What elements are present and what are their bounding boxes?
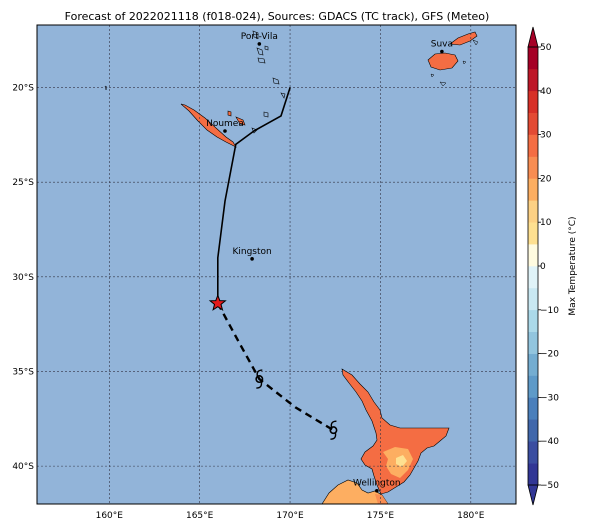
lat-tick-label: 20°S: [12, 83, 34, 93]
colorbar-label: Max Temperature (°C): [568, 216, 578, 315]
colorbar-band: [528, 441, 538, 464]
colorbar-tick-label: 40: [540, 87, 552, 97]
lon-tick-label: 180°E: [457, 511, 485, 521]
city-label: Port-Vila: [241, 32, 278, 42]
colorbar-tick-label: −10: [540, 306, 559, 316]
lat-tick-label: 35°S: [12, 367, 34, 377]
vanuatu-dot: [104, 85, 108, 91]
colorbar-band: [528, 331, 538, 354]
map-title: Forecast of 2022021118 (f018-024), Sourc…: [65, 10, 490, 23]
lon-tick-label: 160°E: [96, 511, 124, 521]
vanuatu-islands: [251, 30, 286, 134]
new-zealand-north-island: [341, 368, 450, 495]
cyclone-forecast-symbols: [255, 369, 338, 440]
lat-tick-label: 30°S: [12, 273, 34, 283]
fiji-small-islands: [430, 39, 479, 87]
city-dot: [223, 129, 227, 133]
north-island-cool-spot: [396, 455, 407, 467]
fiji-viti-levu: [427, 52, 459, 71]
colorbar-band: [528, 222, 538, 245]
ocean-background: [37, 25, 516, 504]
city-dot: [257, 42, 262, 46]
city-label: Noumea: [206, 119, 244, 129]
colorbar-bands: [528, 47, 538, 486]
colorbar-tick-label: 20: [540, 174, 552, 184]
lon-tick-label: 170°E: [276, 511, 304, 521]
lat-tick-label: 40°S: [12, 462, 34, 472]
map-axis-labels: 20°S 25°S 30°S 35°S 40°S 160°E 165°E 170°E 175°E…: [12, 83, 484, 521]
map-panel: Port-Vila Suva Noumea Kingston Wellington 20…: [12, 24, 517, 521]
colorbar-band: [528, 375, 538, 398]
colorbar-tick-label: 0: [540, 262, 546, 272]
colorbar-tick-label: −30: [540, 393, 559, 403]
city-label: Suva: [431, 40, 453, 50]
fiji-vanua-levu: [449, 31, 478, 46]
colorbar-tick-label: 30: [540, 131, 552, 141]
colorbar-band: [528, 287, 538, 311]
forecast-track-line: [216, 302, 335, 432]
lon-tick-label: 175°E: [367, 511, 395, 521]
south-island-orange-edge: [375, 494, 388, 504]
colorbar-band: [528, 178, 538, 201]
colorbar-tick-label: −20: [540, 350, 559, 360]
colorbar-band: [528, 134, 538, 157]
lat-tick-label: 25°S: [12, 178, 34, 188]
landmasses: [104, 30, 479, 504]
city-dot: [440, 49, 444, 54]
lon-tick-label: 165°E: [186, 511, 214, 521]
colorbar-tick-label: −40: [540, 437, 559, 447]
cyclone-symbol-icon: [329, 420, 338, 440]
colorbar-band: [528, 90, 538, 113]
colorbar-band: [528, 156, 538, 179]
colorbar-bottom-extension: [527, 484, 539, 506]
colorbar-band: [528, 112, 538, 135]
colorbar-band: [528, 309, 538, 332]
cyclone-symbol-icon: [255, 369, 264, 389]
colorbar-tick-label: 50: [540, 43, 552, 53]
city-dot: [375, 488, 379, 493]
colorbar-tick-label: 10: [540, 218, 552, 228]
city-markers: Port-Vila Suva Noumea Kingston Wellington: [206, 32, 453, 493]
colorbar-band: [528, 419, 538, 442]
map-frame: [36, 24, 517, 505]
colorbar-band: [528, 47, 538, 70]
colorbar-top-extension: [527, 26, 539, 48]
colorbar-band: [528, 68, 538, 92]
city-label: Wellington: [353, 479, 401, 489]
colorbar-band: [528, 353, 538, 376]
colorbar-band: [528, 244, 538, 267]
current-position-star-icon: [208, 293, 227, 311]
colorbar-band: [528, 463, 538, 486]
colorbar-band: [528, 266, 538, 289]
cyclone-track: [208, 87, 338, 440]
loyalty-islands: [227, 110, 246, 126]
colorbar: 50 40 30 20 10 0 −10 −20 −30 −40 −50 Max Temperatu…: [527, 26, 578, 506]
colorbar-band: [528, 200, 538, 223]
colorbar-tick-label: −50: [540, 481, 559, 491]
colorbar-ticks: 50 40 30 20 10 0 −10 −20 −30 −40 −50: [538, 43, 559, 491]
observed-track-line: [217, 87, 291, 304]
colorbar-band: [528, 397, 538, 420]
city-dot: [250, 257, 254, 261]
city-label: Kingston: [232, 247, 271, 257]
